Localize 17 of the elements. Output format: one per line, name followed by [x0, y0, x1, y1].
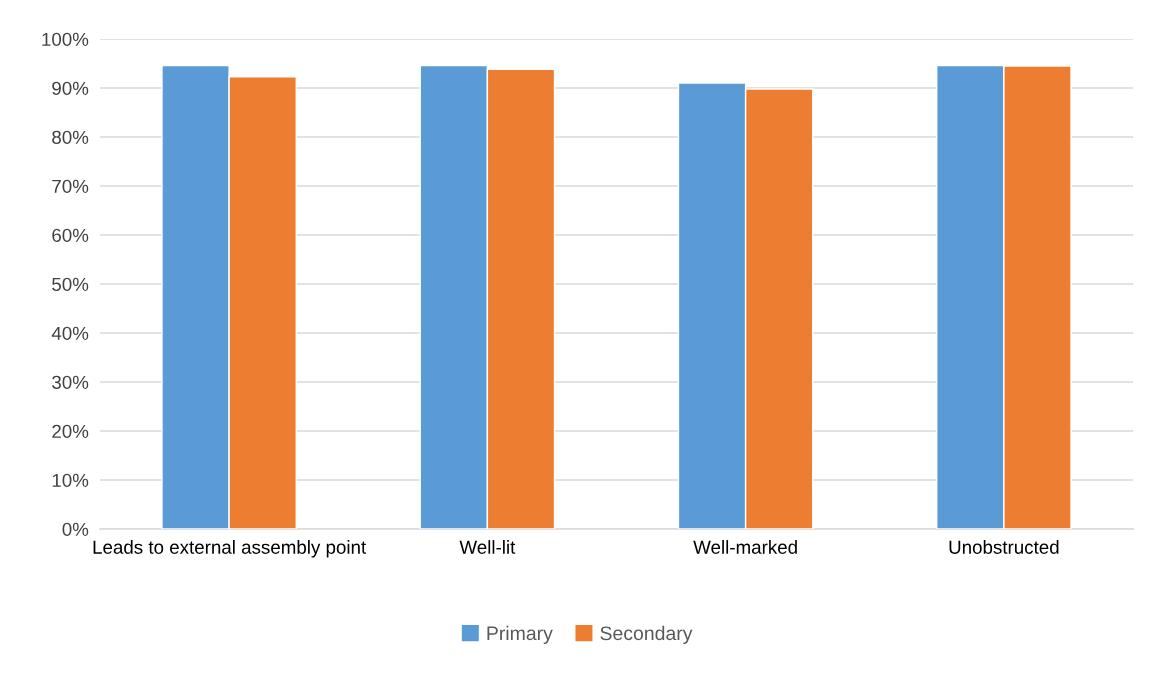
y-tick-label: 60%	[52, 228, 89, 242]
x-tick-label: Well-lit	[459, 540, 516, 554]
y-tick-label: 50%	[52, 277, 89, 291]
y-tick-label: 20%	[52, 424, 89, 438]
y-tick-label: 30%	[52, 375, 89, 389]
x-tick-label: Unobstructed	[949, 540, 1059, 554]
legend-label: Secondary	[600, 625, 693, 644]
y-tick-label: 90%	[52, 81, 89, 95]
x-tick-label: Leads to external assembly point	[93, 540, 367, 558]
y-tick-label: 0%	[62, 522, 89, 536]
y-tick-label: 100%	[42, 32, 89, 46]
y-tick-label: 70%	[52, 179, 89, 193]
y-tick-label: 40%	[51, 326, 89, 340]
y-tick-label: 10%	[52, 473, 89, 487]
legend-label: Primary	[487, 625, 553, 644]
x-tick-label: Well-marked	[693, 540, 797, 554]
y-tick-label: 80%	[52, 130, 89, 144]
